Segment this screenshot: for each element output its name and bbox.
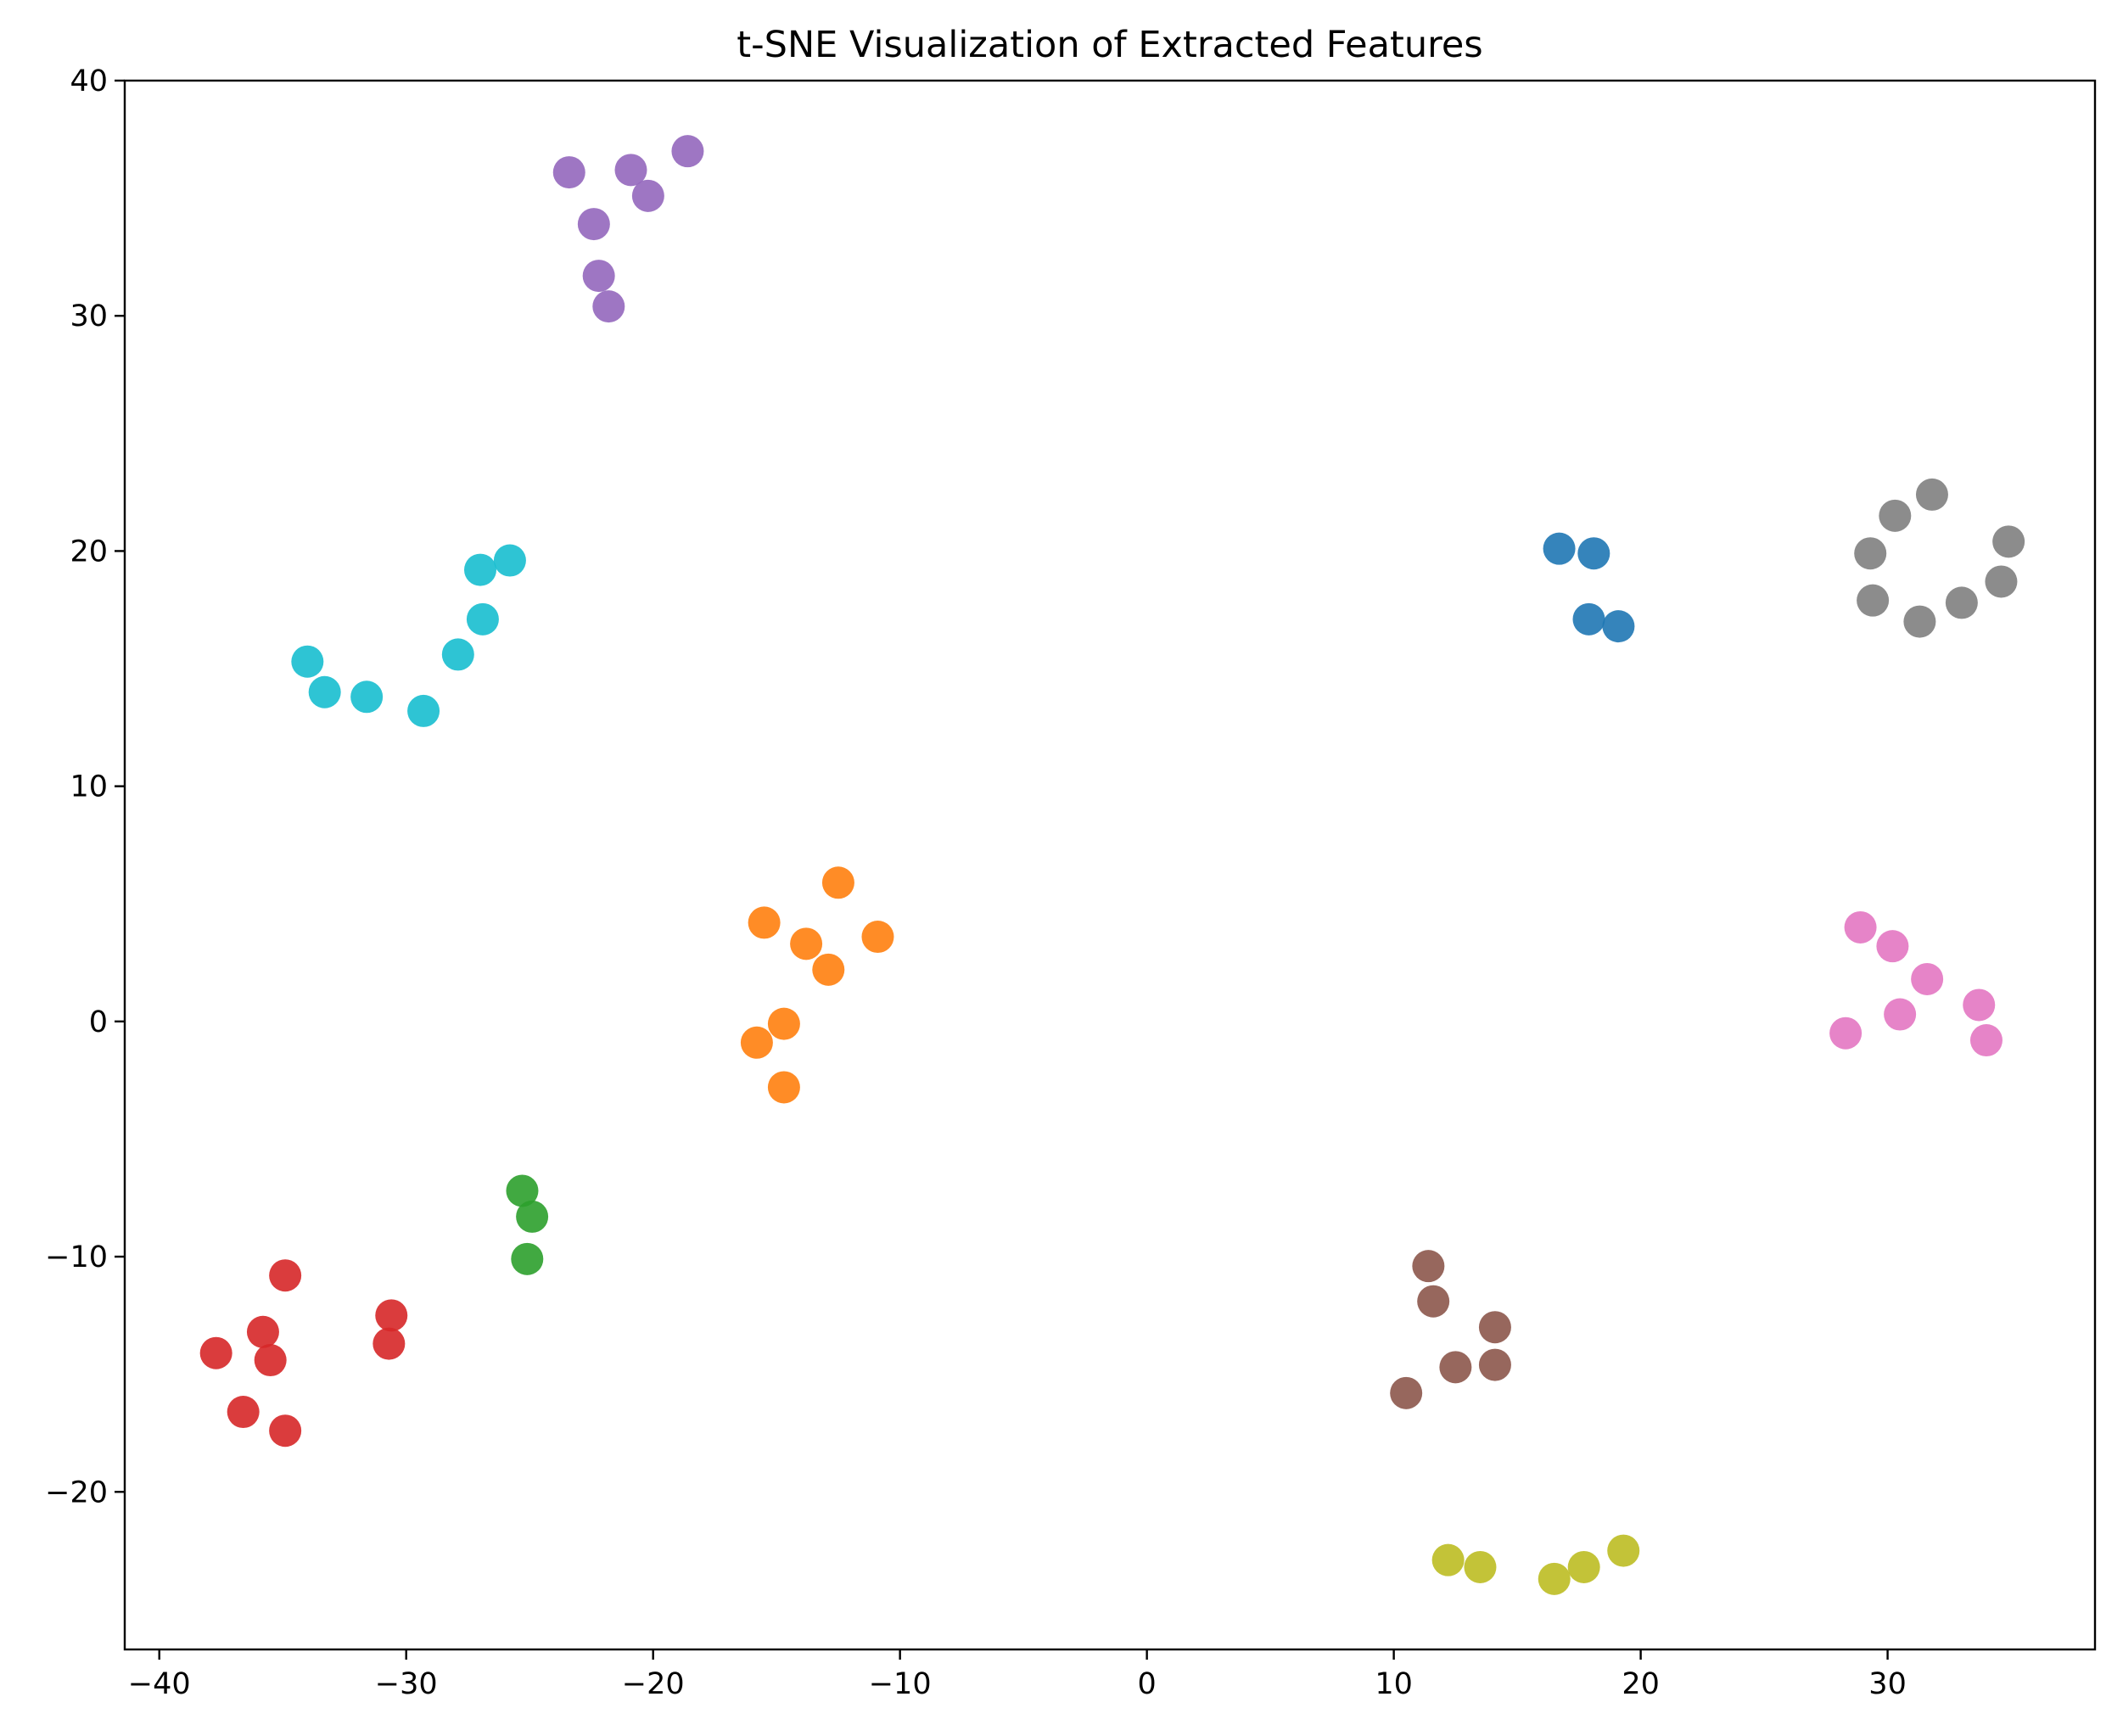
scatter-point [199,1336,232,1369]
scatter-point [1607,1534,1640,1567]
scatter-point [308,675,341,708]
x-tick-label: 20 [1622,1667,1660,1701]
scatter-point [614,154,647,187]
cluster-9 [1431,1534,1640,1595]
scatter-point [1985,565,2018,598]
scatter-point [1478,1348,1511,1381]
scatter-point [861,921,894,954]
scatter-point [1417,1285,1450,1318]
scatter-point [1992,525,2025,558]
scatter-point [1915,478,1948,511]
scatter-point [1963,988,1996,1022]
scatter-point [291,645,324,678]
y-tick-label: 30 [70,300,108,333]
scatter-point [1464,1550,1497,1583]
y-tick-label: −20 [45,1476,108,1509]
scatter-point [373,1327,406,1360]
scatter-point [1478,1311,1511,1344]
scatter-point [1879,499,1912,532]
scatter-point [671,135,704,168]
cluster-7 [1829,910,2003,1057]
scatter-point [740,1026,773,1059]
axis-ticks: −40 −30 −20 −10 0 10 20 30 −20 −10 0 10 20 30 40 [45,64,1907,1701]
plot-area-frame [123,79,2097,1651]
cluster-5 [552,135,704,323]
scatter-point [1854,537,1887,570]
scatter-point [516,1200,549,1233]
chart-title: t-SNE Visualization of Extracted Feature… [737,24,1482,66]
y-tick-label: 10 [70,770,108,804]
scatter-point [375,1299,408,1332]
scatter-point [511,1242,544,1275]
scatter-point [1567,1550,1600,1583]
scatter-point [1903,605,1936,638]
scatter-point [269,1414,302,1448]
x-tick-label: −10 [869,1667,932,1701]
scatter-point [1543,532,1576,565]
scatter-point [1857,584,1890,617]
scatter-point [269,1259,302,1292]
scatter-point [790,927,823,960]
scatter-point [1572,602,1605,636]
scatter-point [767,1007,800,1040]
scatter-point [748,906,781,939]
scatter-point [767,1071,800,1104]
scatter-point [506,1174,539,1207]
scatter-point [821,866,854,899]
scatter-point [1431,1543,1465,1576]
scatter-point [631,179,664,212]
scatter-point [1884,998,1917,1031]
cluster-6 [1390,1250,1511,1409]
scatter-point [552,156,585,189]
scatter-point [1412,1250,1445,1283]
cluster-8 [1854,478,2025,638]
x-tick-label: 30 [1868,1667,1907,1701]
x-tick-label: −30 [375,1667,438,1701]
scatter-point [254,1344,287,1377]
cluster-2 [740,866,894,1104]
scatter-point [350,680,384,714]
scatter-point [464,553,497,586]
scatter-point [1876,930,1909,963]
scatter-point [407,694,440,727]
scatter-point [227,1396,260,1429]
scatter-point [1969,1024,2003,1057]
cluster-1 [1543,532,1635,643]
y-tick-label: −10 [45,1240,108,1274]
y-tick-label: 40 [70,64,108,98]
cluster-10 [291,544,526,727]
cluster-3 [506,1174,549,1275]
x-tick-label: −40 [128,1667,191,1701]
y-tick-label: 20 [70,535,108,568]
scatter-point [1911,962,1944,995]
scatter-point [466,602,499,636]
cluster-4 [199,1259,408,1448]
x-tick-label: 10 [1375,1667,1413,1701]
scatter-point [1602,610,1635,643]
scatter-point [1829,1016,1863,1050]
scatter-point [592,290,625,323]
scatter-point [1577,537,1610,570]
scatter-point [493,544,526,577]
data-points [199,135,2025,1595]
scatter-point [577,208,610,241]
scatter-point [582,260,615,293]
scatter-point [1945,586,1978,619]
scatter-point [1844,910,1877,944]
x-tick-label: 0 [1138,1667,1157,1701]
x-tick-label: −20 [622,1667,685,1701]
scatter-point [812,953,845,986]
scatter-point [1390,1376,1423,1409]
scatter-point [441,638,474,671]
y-tick-label: 0 [89,1005,108,1039]
scatter-point [1538,1562,1571,1595]
scatter-point [246,1315,279,1348]
scatter-point [1439,1351,1472,1384]
